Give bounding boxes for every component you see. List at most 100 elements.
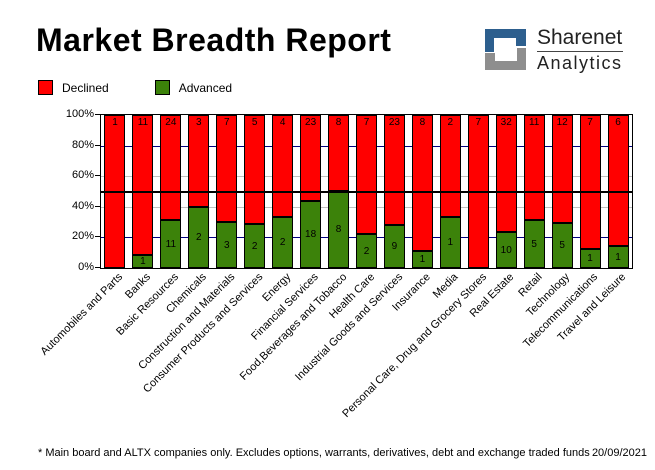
- advanced-value-label: 3: [223, 239, 230, 251]
- bar-segment-advanced: 9: [383, 225, 405, 268]
- y-tick-mark: [95, 114, 100, 115]
- bar-segment-advanced: 1: [411, 251, 433, 268]
- bar-segment-declined: [300, 115, 322, 201]
- advanced-value-label: 1: [587, 253, 593, 264]
- bar-segment-declined: [607, 115, 629, 246]
- advanced-value-label: 11: [165, 238, 177, 250]
- brand-text: Sharenet Analytics: [537, 27, 623, 73]
- declined-value-label: 12: [556, 117, 568, 128]
- declined-value-label: 4: [279, 117, 286, 128]
- bar-segment-advanced: 18: [300, 201, 322, 268]
- bar-segment-advanced: 11: [160, 220, 182, 268]
- declined-value-label: 32: [500, 117, 512, 128]
- brand-divider: [537, 51, 623, 52]
- y-tick-label-60: 60%: [71, 169, 94, 182]
- y-tick-mark: [95, 267, 100, 268]
- bar-segment-declined: [579, 115, 601, 249]
- declined-value-label: 7: [223, 117, 230, 128]
- brand-logo: Sharenet Analytics: [483, 27, 623, 73]
- bar-group: 11 5: [523, 115, 545, 268]
- bar-segment-advanced: 5: [551, 223, 573, 268]
- legend: Declined Advanced: [38, 80, 278, 95]
- legend-item-advanced: Advanced: [154, 80, 233, 95]
- bar-segment-declined: [244, 115, 266, 224]
- bar-segment-advanced: 10: [495, 232, 517, 268]
- bar-group: 23 9: [383, 115, 405, 268]
- page-title: Market Breadth Report: [36, 22, 392, 58]
- y-tick-label-0: 0%: [78, 261, 94, 273]
- advanced-value-label: 2: [196, 232, 202, 243]
- advanced-value-label: 2: [363, 245, 370, 257]
- advanced-value-label: 18: [305, 229, 317, 240]
- declined-value-label: 11: [528, 117, 540, 128]
- bar-group: 23 18: [300, 115, 322, 268]
- advanced-value-label: 2: [279, 237, 286, 248]
- y-tick-label-80: 80%: [71, 138, 94, 151]
- bar-segment-advanced: 1: [439, 217, 461, 268]
- bar-segment-advanced: 2: [188, 207, 210, 268]
- bar-segment-declined: [523, 115, 545, 220]
- bar-segment-advanced: 2: [272, 217, 294, 268]
- report-date: 20/09/2021: [591, 447, 647, 459]
- x-axis-label: Automobiles and Parts: [38, 271, 126, 358]
- declined-value-label: 7: [363, 117, 370, 128]
- y-tick-mark: [95, 205, 100, 207]
- y-tick-mark: [95, 236, 100, 238]
- bar-segment-advanced: 1: [579, 249, 601, 268]
- advanced-value-label: 5: [531, 238, 537, 250]
- y-tick-mark: [95, 175, 100, 177]
- bar-segment-advanced: 1: [607, 246, 629, 268]
- bar-group: 24 11: [160, 115, 182, 268]
- advanced-value-label: 10: [500, 244, 512, 256]
- y-tick-label-20: 20%: [71, 230, 94, 243]
- y-tick-label-100: 100%: [65, 108, 94, 120]
- brand-subname: Analytics: [537, 53, 623, 73]
- bar-segment-declined: [495, 115, 517, 232]
- bar-group: 12 5: [551, 115, 573, 268]
- bar-segment-declined: [188, 115, 210, 207]
- bar-segment-advanced: 2: [356, 234, 377, 268]
- bar-segment-declined: [551, 115, 573, 223]
- bar-segment-declined: [132, 115, 154, 255]
- legend-label-advanced: Advanced: [178, 80, 233, 95]
- declined-value-label: 23: [388, 117, 400, 128]
- bar-segment-advanced: 2: [244, 224, 266, 268]
- fifty-percent-line: [101, 190, 632, 193]
- declined-value-label: 6: [615, 117, 621, 128]
- declined-value-label: 11: [137, 117, 149, 128]
- declined-value-label: 7: [475, 117, 482, 128]
- bar-segment-advanced: 5: [523, 220, 545, 268]
- bar-segment-declined: [439, 115, 461, 217]
- bar-group: 32 10: [495, 115, 517, 268]
- advanced-value-label: 1: [140, 256, 146, 267]
- advanced-value-label: 9: [391, 241, 398, 252]
- bar-segment-declined: [411, 115, 433, 251]
- bar-segment-advanced: 3: [216, 222, 238, 268]
- y-tick-label-40: 40%: [71, 199, 94, 212]
- bar-segment-advanced: 8: [328, 191, 350, 268]
- declined-value-label: 23: [305, 117, 317, 128]
- advanced-value-label: 1: [447, 237, 454, 248]
- bar-segment-declined: [160, 115, 182, 220]
- brand-name: Sharenet: [537, 26, 623, 49]
- declined-value-label: 5: [251, 117, 258, 128]
- advanced-value-label: 2: [251, 240, 258, 252]
- declined-value-label: 2: [447, 117, 454, 128]
- declined-value-label: 3: [196, 117, 202, 128]
- legend-label-declined: Declined: [62, 80, 109, 95]
- declined-value-label: 7: [587, 117, 593, 128]
- advanced-value-label: 1: [615, 251, 621, 263]
- declined-value-label: 24: [165, 117, 177, 128]
- y-tick-mark: [95, 144, 100, 146]
- advanced-value-label: 5: [559, 240, 565, 251]
- declined-value-label: 1: [112, 117, 118, 128]
- sharenet-logo-mark-icon: [485, 29, 526, 70]
